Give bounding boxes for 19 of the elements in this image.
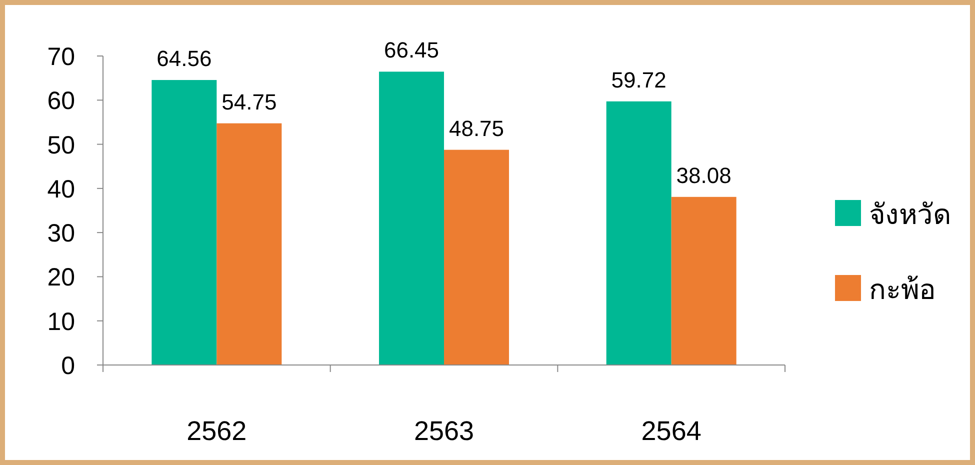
y-tick-label: 60 xyxy=(47,87,75,116)
y-tick-label: 50 xyxy=(47,131,75,160)
data-label: 38.08 xyxy=(676,162,732,188)
y-tick-label: 40 xyxy=(47,175,75,204)
legend-label: จังหวัด xyxy=(869,199,951,230)
legend-label: กะพ้อ xyxy=(869,274,936,305)
data-label: 54.75 xyxy=(222,89,277,114)
data-label: 48.75 xyxy=(448,116,504,141)
x-tick-label: 2562 xyxy=(186,416,247,446)
y-tick-label: 20 xyxy=(47,264,75,292)
data-label: 64.56 xyxy=(156,46,212,72)
y-tick-label: 10 xyxy=(47,308,75,336)
data-label: 59.72 xyxy=(611,67,666,92)
data-label: 66.45 xyxy=(384,38,440,63)
y-tick-label: 30 xyxy=(47,220,75,248)
y-tick-label: 0 xyxy=(61,352,75,380)
x-tick-label: 2564 xyxy=(641,416,702,446)
x-tick-label: 2563 xyxy=(414,416,474,446)
y-tick-label: 70 xyxy=(47,43,75,71)
